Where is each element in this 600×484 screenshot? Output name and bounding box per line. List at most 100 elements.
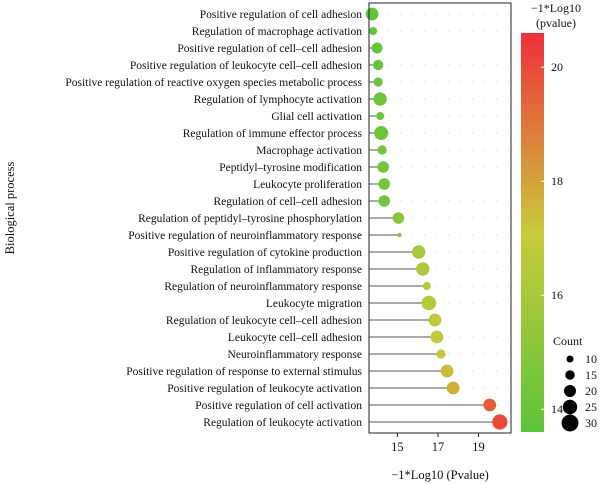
grid-dot <box>496 81 498 83</box>
category-label: Leukocyte cell–cell adhesion <box>228 332 362 344</box>
grid-dot <box>472 302 474 304</box>
grid-dot <box>472 13 474 15</box>
category-label: Positive regulation of cell–cell adhesio… <box>177 43 362 55</box>
grid-dot <box>508 387 510 389</box>
grid-dot <box>496 251 498 253</box>
grid-dot <box>460 336 462 338</box>
data-point <box>440 364 454 378</box>
data-point <box>483 398 497 412</box>
grid-dot <box>424 183 426 185</box>
size-legend-title: Count <box>553 334 583 348</box>
grid-dot <box>496 217 498 219</box>
category-label: Regulation of cell–cell adhesion <box>214 196 363 208</box>
grid-dots <box>376 13 510 423</box>
grid-dot <box>436 251 438 253</box>
category-label: Peptidyl–tyrosine modification <box>219 162 362 174</box>
grid-dot <box>412 217 414 219</box>
grid-dot <box>460 64 462 66</box>
grid-dot <box>484 98 486 100</box>
grid-dot <box>484 166 486 168</box>
grid-dot <box>472 353 474 355</box>
grid-dot <box>412 98 414 100</box>
grid-dot <box>508 285 510 287</box>
category-label: Regulation of peptidyl–tyrosine phosphor… <box>138 213 362 225</box>
grid-dot <box>448 183 450 185</box>
grid-dot <box>508 115 510 117</box>
category-label: Positive regulation of leukocyte activat… <box>167 383 362 395</box>
grid-dot <box>508 30 510 32</box>
grid-dot <box>448 98 450 100</box>
plot-frame <box>368 2 512 434</box>
colorbar-tick-label: 16 <box>551 288 563 302</box>
grid-dot <box>448 115 450 117</box>
grid-dot <box>460 251 462 253</box>
grid-dot <box>412 13 414 15</box>
grid-dot <box>460 132 462 134</box>
category-labels: Positive regulation of cell adhesion Regu… <box>65 9 362 429</box>
grid-dot <box>436 183 438 185</box>
category-label: Regulation of leukocyte cell–cell adhesi… <box>166 315 362 327</box>
grid-dot <box>484 234 486 236</box>
grid-dot <box>448 30 450 32</box>
size-legend-dot <box>561 414 579 432</box>
grid-dot <box>436 81 438 83</box>
y-axis-title: Biological process <box>3 162 17 255</box>
grid-dot <box>496 149 498 151</box>
grid-dot <box>460 149 462 151</box>
grid-dot <box>508 217 510 219</box>
grid-dot <box>484 183 486 185</box>
grid-dot <box>484 370 486 372</box>
grid-dot <box>424 64 426 66</box>
size-legend-dot <box>564 385 576 397</box>
grid-dot <box>508 98 510 100</box>
grid-dot <box>484 217 486 219</box>
x-tick-label: 19 <box>472 440 485 454</box>
grid-dot <box>460 234 462 236</box>
grid-dot <box>412 166 414 168</box>
data-point <box>422 282 431 290</box>
grid-dot <box>424 166 426 168</box>
category-label: Positive regulation of cell adhesion <box>200 9 362 21</box>
grid-dot <box>400 183 402 185</box>
grid-dot <box>436 64 438 66</box>
grid-dot <box>388 132 390 134</box>
colorbar-ticks: 14 16 18 20 <box>541 60 563 416</box>
grid-dot <box>460 13 462 15</box>
grid-dot <box>412 30 414 32</box>
grid-dot <box>460 319 462 321</box>
grid-dot <box>412 115 414 117</box>
grid-dot <box>472 30 474 32</box>
grid-dot <box>472 132 474 134</box>
grid-dot <box>496 353 498 355</box>
grid-dot <box>496 166 498 168</box>
grid-dot <box>472 285 474 287</box>
category-label: Neuroinflammatory response <box>228 349 362 361</box>
grid-dot <box>400 81 402 83</box>
grid-dot <box>484 302 486 304</box>
grid-dot <box>508 13 510 15</box>
grid-dot <box>424 98 426 100</box>
grid-dot <box>508 319 510 321</box>
grid-dot <box>448 132 450 134</box>
grid-dot <box>508 234 510 236</box>
grid-dot <box>460 285 462 287</box>
grid-dot <box>424 234 426 236</box>
grid-dot <box>448 285 450 287</box>
category-label: Regulation of neuroinflammatory response <box>164 281 362 293</box>
grid-dot <box>496 319 498 321</box>
grid-dot <box>484 353 486 355</box>
data-point <box>378 195 391 207</box>
grid-dot <box>460 302 462 304</box>
grid-dot <box>496 336 498 338</box>
grid-dot <box>436 302 438 304</box>
grid-dot <box>496 98 498 100</box>
data-point <box>412 245 426 259</box>
grid-dot <box>460 370 462 372</box>
color-legend-title-line2: (pvalue) <box>536 16 576 30</box>
grid-dot <box>472 234 474 236</box>
grid-dot <box>424 30 426 32</box>
grid-dot <box>388 47 390 49</box>
grid-dot <box>484 47 486 49</box>
category-label: Regulation of immune effector process <box>183 128 363 140</box>
